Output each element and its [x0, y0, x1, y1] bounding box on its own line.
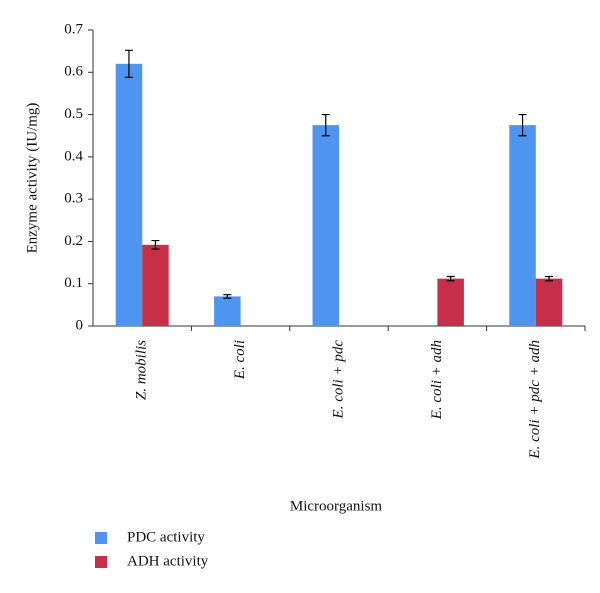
- bar: [142, 244, 169, 326]
- y-axis-label: Enzyme activity (IU/mg): [24, 103, 40, 254]
- error-bar: [321, 113, 330, 137]
- y-tick-label: 0.7: [64, 21, 83, 37]
- x-tick-label: Z. mobilis: [134, 340, 150, 400]
- y-tick-label: 0.4: [64, 148, 83, 164]
- x-tick-label: E. coli + pdc + adh: [527, 340, 543, 460]
- y-tick-label: 0.1: [64, 275, 83, 291]
- bar: [437, 278, 464, 326]
- error-bar: [124, 49, 133, 78]
- error-bar: [446, 275, 455, 282]
- y-tick-label: 0.2: [64, 233, 83, 249]
- legend-swatch: [95, 532, 107, 544]
- bar: [535, 278, 563, 326]
- y-tick-label: 0.6: [64, 64, 83, 80]
- x-tick-label: E. coli + adh: [429, 340, 445, 420]
- y-tick-label: 0: [76, 317, 84, 333]
- y-tick-label: 0.5: [64, 106, 83, 122]
- error-bar: [518, 113, 527, 137]
- x-tick-label: E. coli: [232, 340, 248, 380]
- bar: [214, 296, 241, 326]
- x-axis-label: Microorganism: [290, 498, 383, 514]
- legend-label: PDC activity: [127, 529, 205, 545]
- bar: [115, 63, 143, 326]
- bar: [509, 125, 536, 327]
- x-tick-label: E. coli + pdc: [330, 340, 346, 420]
- bar: [312, 125, 339, 327]
- legend-label: ADH activity: [127, 553, 209, 569]
- y-tick-label: 0.3: [64, 191, 83, 207]
- legend-swatch: [95, 556, 107, 568]
- error-bar: [151, 239, 160, 250]
- error-bar: [223, 294, 232, 299]
- error-bar: [545, 275, 554, 282]
